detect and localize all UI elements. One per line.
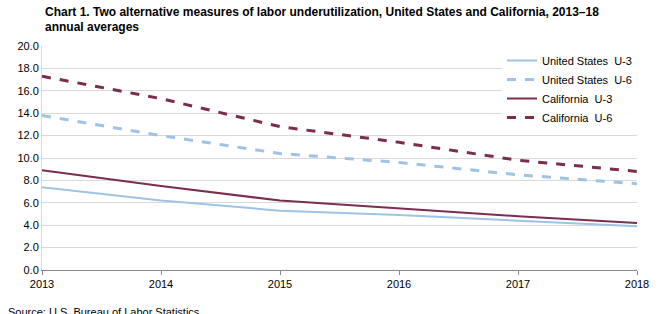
svg-text:16.0: 16.0	[17, 85, 38, 97]
svg-text:2013: 2013	[30, 278, 54, 290]
svg-text:California U-3: California U-3	[542, 93, 612, 105]
svg-text:2017: 2017	[506, 278, 530, 290]
svg-text:4.0: 4.0	[24, 219, 39, 231]
svg-text:18.0: 18.0	[17, 62, 38, 74]
svg-text:12.0: 12.0	[17, 129, 38, 141]
svg-text:8.0: 8.0	[24, 174, 39, 186]
svg-text:0.0: 0.0	[24, 264, 39, 276]
svg-text:6.0: 6.0	[24, 197, 39, 209]
svg-text:2016: 2016	[387, 278, 411, 290]
svg-text:Source: U.S. Bureau of Labor S: Source: U.S. Bureau of Labor Statistics.	[8, 306, 202, 314]
svg-text:California U-6: California U-6	[542, 112, 612, 124]
svg-text:2.0: 2.0	[24, 241, 39, 253]
svg-text:Chart 1. Two alternative measu: Chart 1. Two alternative measures of lab…	[45, 5, 599, 35]
svg-text:United States U-3: United States U-3	[542, 55, 632, 67]
svg-text:2014: 2014	[149, 278, 173, 290]
svg-text:20.0: 20.0	[17, 40, 38, 52]
svg-text:10.0: 10.0	[17, 152, 38, 164]
svg-text:14.0: 14.0	[17, 107, 38, 119]
svg-text:2018: 2018	[625, 278, 649, 290]
svg-text:United States U-6: United States U-6	[542, 74, 632, 86]
svg-text:2015: 2015	[268, 278, 292, 290]
